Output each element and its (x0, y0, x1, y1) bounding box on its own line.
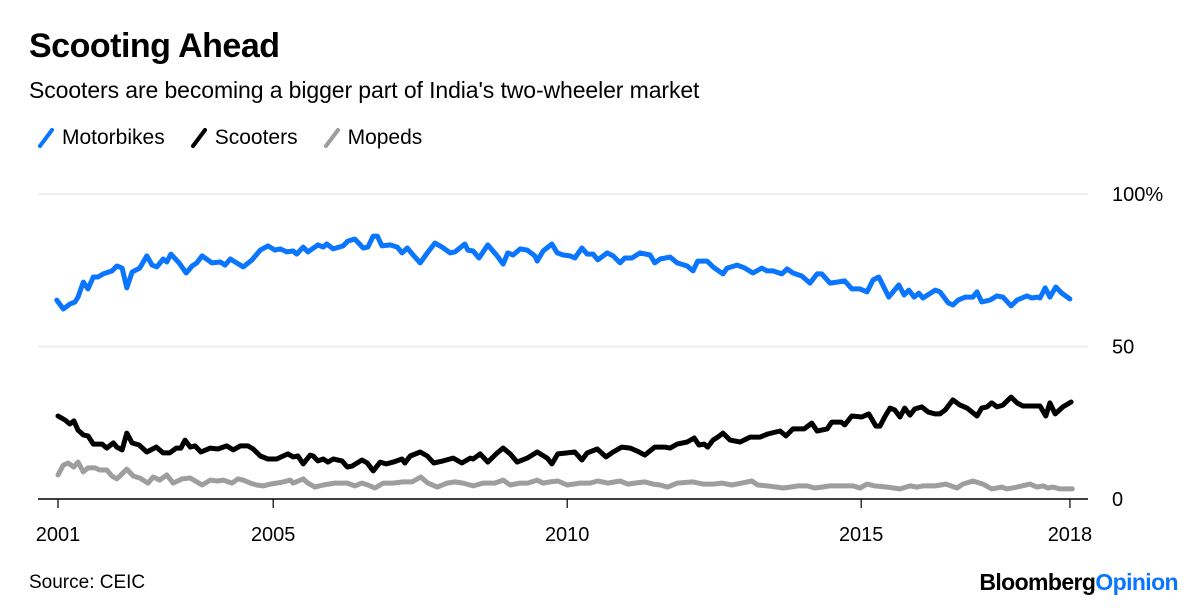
axes: 100% 50 0 2001 2005 2010 2015 2018 (36, 184, 1164, 546)
chart-title: Scooting Ahead (29, 27, 280, 65)
legend-label-mopeds: Mopeds (347, 126, 423, 149)
x-tick-label: 2010 (545, 524, 590, 546)
y-tick-label: 0 (1112, 489, 1123, 511)
legend-swatch-mopeds-icon (323, 128, 340, 148)
legend-label-scooters: Scooters (214, 126, 298, 149)
logo-opinion: Opinion (1095, 569, 1178, 595)
x-tick-label: 2018 (1048, 524, 1093, 546)
legend-item-scooters: Scooters (190, 126, 298, 150)
series-line-scooters (55, 394, 1074, 474)
legend-swatch-scooters-icon (190, 128, 207, 148)
legend-line-motorbikes (38, 128, 54, 148)
chart-subtitle: Scooters are becoming a bigger part of I… (29, 77, 700, 103)
bloomberg-opinion-logo: BloombergOpinion (979, 569, 1178, 596)
x-tick-label: 2001 (36, 524, 81, 546)
y-tick-label: 50 (1112, 337, 1134, 359)
x-tick-label: 2015 (839, 524, 884, 546)
legend-item-mopeds: Mopeds (323, 126, 423, 150)
legend-line-scooters (190, 128, 207, 148)
series-line-motorbikes (54, 233, 1073, 312)
series-lines (54, 233, 1075, 492)
series-line-mopeds (55, 459, 1075, 492)
gridlines (38, 193, 1088, 348)
legend-label-motorbikes: Motorbikes (62, 126, 165, 149)
y-tick-label: 100% (1112, 184, 1163, 206)
logo-bloomberg: Bloomberg (979, 569, 1096, 595)
legend-item-motorbikes: Motorbikes (38, 126, 165, 150)
legend-line-mopeds (323, 128, 340, 148)
legend: Motorbikes Scooters Mopeds (38, 126, 448, 150)
legend-swatch-motorbikes-icon (38, 128, 54, 148)
source-note: Source: CEIC (29, 572, 146, 593)
x-tick-label: 2005 (251, 524, 296, 546)
